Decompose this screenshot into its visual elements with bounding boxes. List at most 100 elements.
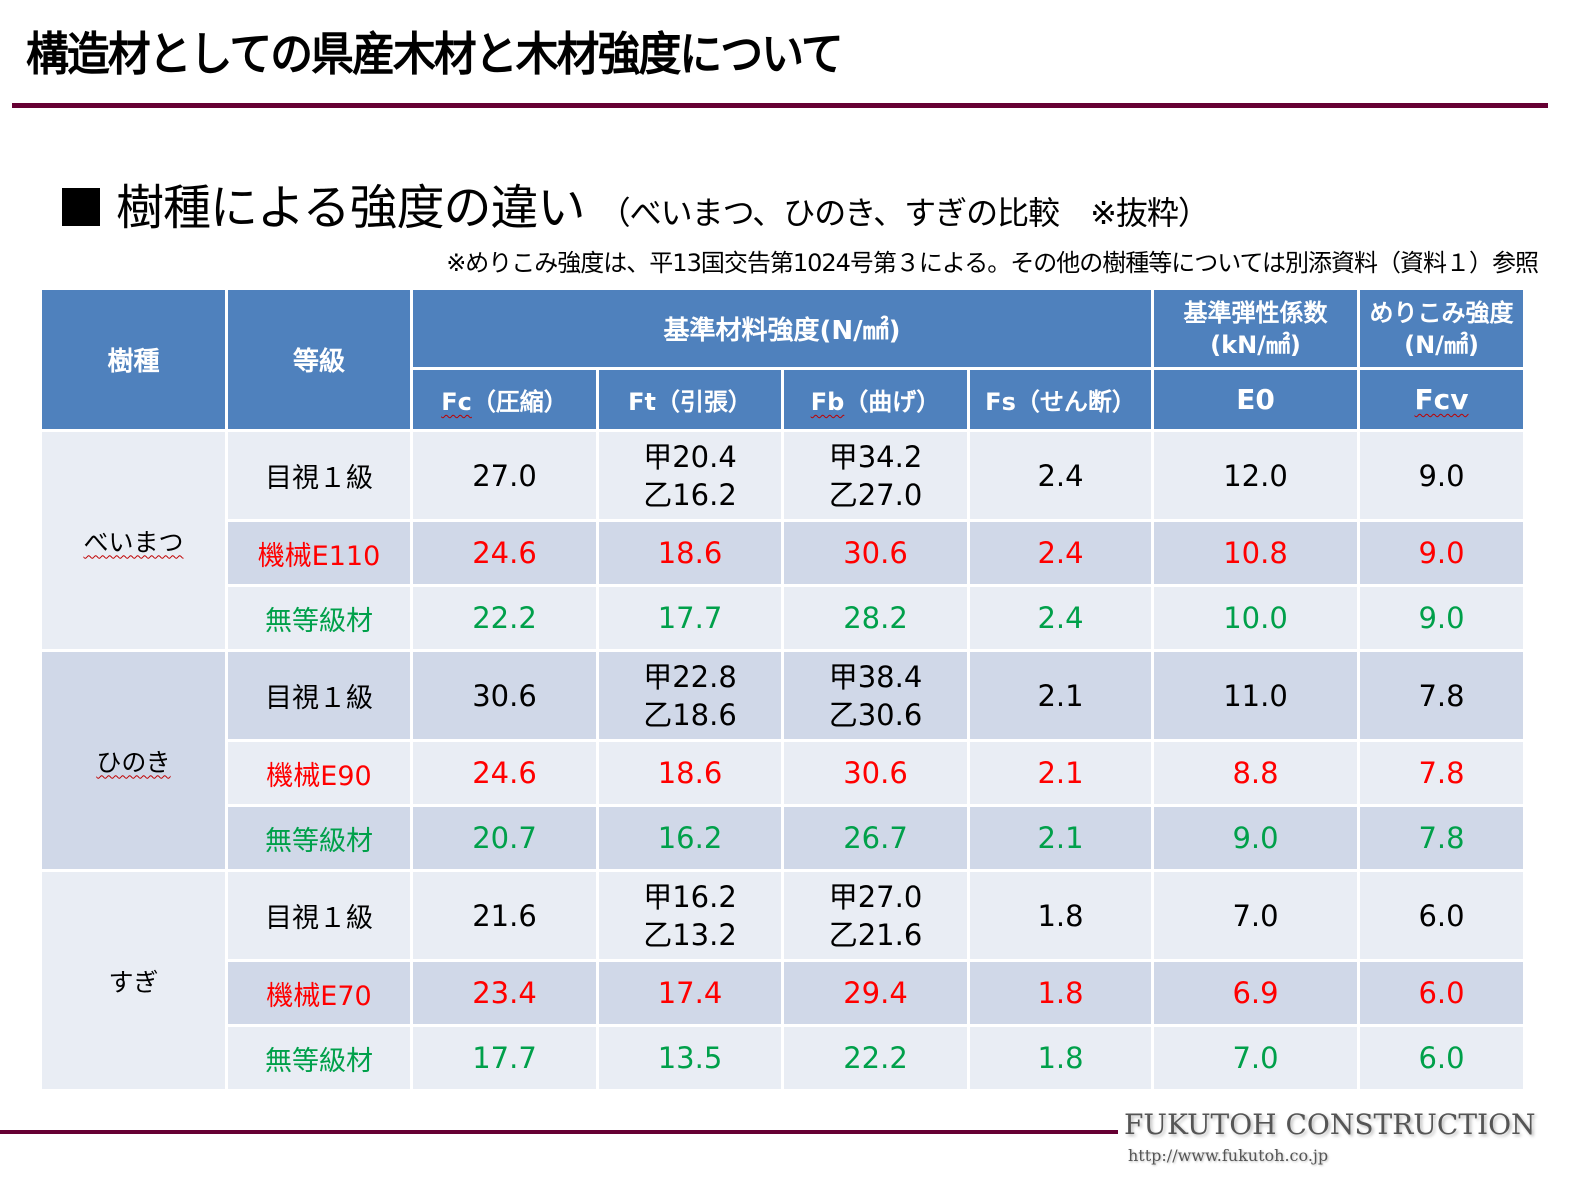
fc-code: Fc <box>441 388 472 416</box>
fc-cell: 20.7 <box>413 807 599 872</box>
ft-cell: 16.2 <box>599 807 784 872</box>
e0-cell: 11.0 <box>1154 652 1361 742</box>
table-row: 機械E70 23.4 17.4 29.4 1.8 6.9 6.0 <box>42 962 1527 1027</box>
header-fc: Fc（圧縮） <box>413 370 599 432</box>
header-base-strength: 基準材料強度(N/㎟) <box>413 290 1155 370</box>
e0-cell: 6.9 <box>1154 962 1361 1027</box>
fb-cell: 甲27.0 乙21.6 <box>784 872 970 962</box>
square-bullet-icon <box>62 188 100 226</box>
ft-cell: 18.6 <box>599 742 784 807</box>
fcv-cell: 6.0 <box>1360 1027 1527 1092</box>
grade-cell: 無等級材 <box>228 587 413 652</box>
fcv-cell: 9.0 <box>1360 522 1527 587</box>
fs-cell: 1.8 <box>970 1027 1155 1092</box>
company-url: http://www.fukutoh.co.jp <box>1128 1146 1329 1165</box>
ft-cell: 甲20.4 乙16.2 <box>599 432 784 522</box>
fb-code: Fb <box>810 388 845 416</box>
wood-strength-table: 樹種 等級 基準材料強度(N/㎟) 基準弾性係数 (kN/㎟) めりこみ強度 (… <box>42 290 1527 1092</box>
fc-cell: 23.4 <box>413 962 599 1027</box>
grade-cell: 無等級材 <box>228 1027 413 1092</box>
species-name: ひのき <box>96 747 171 777</box>
fcv-cell: 7.8 <box>1360 652 1527 742</box>
fs-label: （せん断） <box>1015 388 1136 416</box>
ft-label: （引張） <box>655 388 752 416</box>
fs-cell: 2.4 <box>970 432 1155 522</box>
table-row: 無等級材 17.7 13.5 22.2 1.8 7.0 6.0 <box>42 1027 1527 1092</box>
section-subheading: （べいまつ、ひのき、すぎの比較 ※抜粋） <box>598 194 1210 232</box>
fb-otsu: 乙27.0 <box>828 477 923 512</box>
fb-cell: 甲38.4 乙30.6 <box>784 652 970 742</box>
table-row: すぎ 目視１級 21.6 甲16.2 乙13.2 甲27.0 乙21.6 1.8 7… <box>42 872 1527 1092</box>
section-heading: 樹種による強度の違い （べいまつ、ひのき、すぎの比較 ※抜粋） <box>62 168 1210 238</box>
header-fs: Fs（せん断） <box>970 370 1155 432</box>
fs-cell: 2.1 <box>970 742 1155 807</box>
ft-kou: 甲22.8 <box>643 659 737 694</box>
grade-cell: 機械E70 <box>228 962 413 1027</box>
grade-cell: 機械E110 <box>228 522 413 587</box>
header-grade: 等級 <box>228 290 413 432</box>
e0-cell: 7.0 <box>1154 1027 1361 1092</box>
fc-cell: 24.6 <box>413 522 599 587</box>
grade-cell: 機械E90 <box>228 742 413 807</box>
fc-cell: 21.6 <box>413 872 599 962</box>
ft-cell: 13.5 <box>599 1027 784 1092</box>
ft-cell: 18.6 <box>599 522 784 587</box>
fcv-cell: 6.0 <box>1360 962 1527 1027</box>
grade-cell: 目視１級 <box>228 652 413 742</box>
table-row: 無等級材 22.2 17.7 28.2 2.4 10.0 9.0 <box>42 587 1527 652</box>
header-species: 樹種 <box>42 290 228 432</box>
e0-cell: 10.8 <box>1154 522 1361 587</box>
table-row: ひのき 目視１級 30.6 甲22.8 乙18.6 甲38.4 乙30.6 2.1 … <box>42 652 1527 872</box>
table-row: 無等級材 20.7 16.2 26.7 2.1 9.0 7.8 <box>42 807 1527 872</box>
footnote: ※めりこみ強度は、平13国交告第1024号第３による。その他の樹種等については別… <box>446 249 1539 277</box>
header-elastic-modulus-unit: (kN/㎟) <box>1210 330 1301 359</box>
header-e0: E0 <box>1154 370 1361 432</box>
fs-cell: 2.4 <box>970 587 1155 652</box>
grade-cell: 無等級材 <box>228 807 413 872</box>
ft-otsu: 乙18.6 <box>643 697 737 732</box>
fb-kou: 甲38.4 <box>828 659 923 694</box>
page-title: 構造材としての県産木材と木材強度について <box>26 27 844 81</box>
ft-cell: 17.4 <box>599 962 784 1027</box>
ft-otsu: 乙13.2 <box>643 917 737 952</box>
fc-cell: 24.6 <box>413 742 599 807</box>
ft-cell: 17.7 <box>599 587 784 652</box>
fb-cell: 22.2 <box>784 1027 970 1092</box>
fb-label: （曲げ） <box>844 388 941 416</box>
section-heading-text: 樹種による強度の違い <box>116 180 586 236</box>
species-name: べいまつ <box>83 527 184 557</box>
fb-otsu: 乙30.6 <box>828 697 923 732</box>
fs-cell: 1.8 <box>970 962 1155 1027</box>
ft-code: Ft <box>628 388 656 416</box>
title-divider <box>12 103 1548 108</box>
fs-cell: 2.4 <box>970 522 1155 587</box>
fb-cell: 29.4 <box>784 962 970 1027</box>
e0-cell: 7.0 <box>1154 872 1361 962</box>
e0-cell: 8.8 <box>1154 742 1361 807</box>
fc-cell: 30.6 <box>413 652 599 742</box>
fcv-cell: 9.0 <box>1360 587 1527 652</box>
fs-cell: 2.1 <box>970 652 1155 742</box>
fc-cell: 17.7 <box>413 1027 599 1092</box>
fcv-cell: 7.8 <box>1360 742 1527 807</box>
table-row: 機械E110 24.6 18.6 30.6 2.4 10.8 9.0 <box>42 522 1527 587</box>
header-embedment-title: めりこみ強度 <box>1369 298 1514 327</box>
fs-cell: 1.8 <box>970 872 1155 962</box>
species-cell: ひのき <box>42 652 228 872</box>
ft-cell: 甲16.2 乙13.2 <box>599 872 784 962</box>
fb-cell: 26.7 <box>784 807 970 872</box>
footer-divider <box>0 1130 1118 1134</box>
fcv-cell: 7.8 <box>1360 807 1527 872</box>
fb-kou: 甲34.2 <box>828 439 923 474</box>
fc-cell: 22.2 <box>413 587 599 652</box>
table-row: べいまつ 目視１級 27.0 甲20.4 乙16.2 甲34.2 乙27.0 2.4… <box>42 432 1527 652</box>
fcv-cell: 9.0 <box>1360 432 1527 522</box>
e0-cell: 9.0 <box>1154 807 1361 872</box>
ft-cell: 甲22.8 乙18.6 <box>599 652 784 742</box>
header-ft: Ft（引張） <box>599 370 784 432</box>
species-cell: すぎ <box>42 872 228 1092</box>
header-embedment-unit: (N/㎟) <box>1404 330 1479 359</box>
header-fb: Fb（曲げ） <box>784 370 970 432</box>
company-logo-text: FUKUTOH CONSTRUCTION <box>1124 1108 1536 1141</box>
e0-cell: 12.0 <box>1154 432 1361 522</box>
